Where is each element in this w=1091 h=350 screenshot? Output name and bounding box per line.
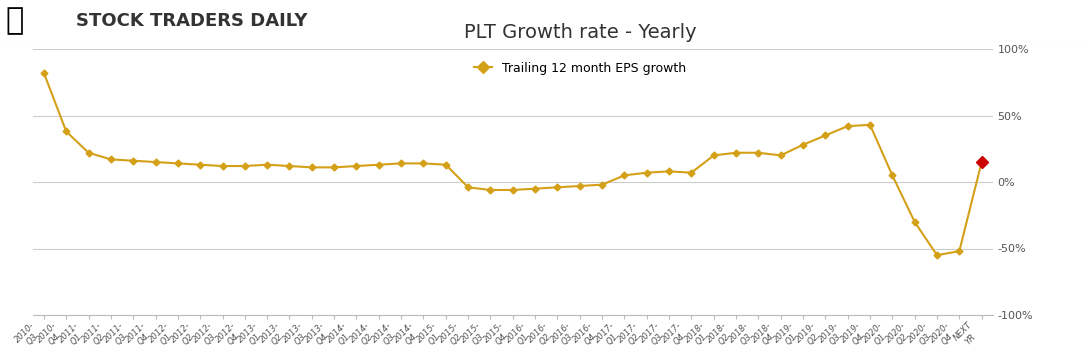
Title: PLT Growth rate - Yearly: PLT Growth rate - Yearly bbox=[464, 23, 696, 42]
Legend: Trailing 12 month EPS growth: Trailing 12 month EPS growth bbox=[468, 57, 692, 79]
Text: 🏦: 🏦 bbox=[5, 7, 24, 35]
Text: STOCK TRADERS DAILY: STOCK TRADERS DAILY bbox=[76, 12, 308, 30]
